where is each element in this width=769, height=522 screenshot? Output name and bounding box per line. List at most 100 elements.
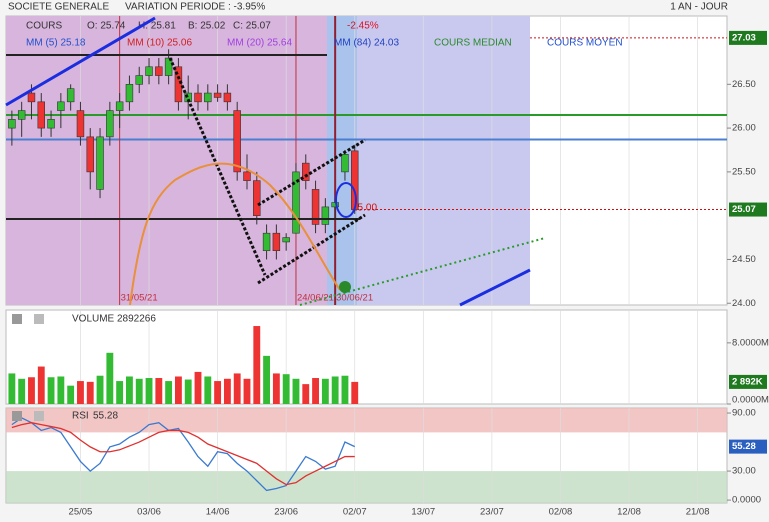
y-tick-label: 26.00	[732, 123, 756, 134]
volume-bar	[214, 381, 222, 404]
legend-item: B: 25.02	[188, 21, 226, 32]
panel-title: VOLUME	[72, 314, 115, 325]
candle-body	[125, 84, 134, 103]
trend-line	[168, 57, 267, 276]
candle-body	[145, 66, 153, 76]
rsi-band	[6, 471, 727, 503]
candle-body	[8, 119, 16, 129]
legend-item: COURS MOYEN	[547, 38, 623, 49]
volume-bar	[28, 377, 35, 404]
candle-body	[96, 136, 104, 190]
x-tick-label: 02/07	[343, 507, 367, 518]
legend-item: H: 25.81	[138, 21, 176, 32]
x-tick-label: 13/07	[411, 507, 435, 518]
candle-body	[262, 232, 271, 252]
volume-bar	[8, 373, 16, 404]
x-tick-label: 02/08	[549, 507, 573, 518]
panel-icon[interactable]	[12, 314, 22, 324]
panel-icon[interactable]	[12, 411, 22, 421]
volume-bar	[233, 373, 241, 404]
legend-item: COURS MEDIAN	[434, 38, 512, 49]
legend-item: -2.45%	[347, 21, 379, 32]
date-label: 30/06/21	[336, 293, 373, 304]
legend-item: MM (5) 25.18	[26, 38, 86, 49]
volume-bar	[223, 378, 231, 404]
y-tick-label: 24.00	[732, 298, 756, 309]
candle-body	[17, 110, 26, 120]
candle-body	[204, 92, 212, 103]
volume-bar	[96, 375, 104, 404]
price-marker-box	[729, 30, 767, 45]
y-tick-label: 8.0000M	[732, 337, 769, 348]
candle-body	[243, 171, 251, 181]
volume-bar	[194, 371, 202, 404]
y-tick-label: 25.50	[732, 166, 756, 177]
candle-body	[253, 180, 261, 216]
candle-body	[351, 150, 359, 210]
rsi-marker-box	[729, 439, 767, 454]
candle-body	[302, 162, 310, 181]
panel-icon[interactable]	[34, 411, 44, 421]
legend-item: COURS	[26, 21, 62, 32]
volume-bar	[321, 378, 329, 404]
candle-body	[321, 206, 330, 225]
volume-bar	[253, 326, 261, 404]
price-marker-box	[729, 202, 767, 217]
candle-body	[292, 171, 300, 234]
panel-icon[interactable]	[34, 314, 44, 324]
trend-line	[299, 237, 546, 306]
y-tick-label: 0.0000	[732, 495, 761, 506]
volume-marker-box	[729, 374, 767, 389]
volume-bar	[204, 376, 212, 404]
volume-bar	[86, 381, 94, 404]
period[interactable]: 1 AN - JOUR	[670, 2, 728, 13]
volume-bar	[57, 376, 65, 404]
candle-body	[115, 101, 124, 111]
volume-bar	[351, 381, 359, 404]
volume-bar	[126, 376, 133, 404]
volume-bar	[272, 373, 280, 404]
x-tick-label: 23/07	[480, 507, 504, 518]
drawings	[5, 16, 546, 421]
volume-bar	[155, 378, 163, 404]
x-tick-label: 03/06	[137, 507, 161, 518]
legend-item: MM (10) 25.06	[127, 38, 192, 49]
volume-bar	[18, 378, 26, 404]
candle-body	[174, 66, 183, 103]
volume-bar	[263, 355, 271, 404]
x-tick-label: 21/08	[686, 507, 710, 518]
stock-name: SOCIETE GENERALE	[8, 2, 109, 13]
candle-body	[311, 189, 320, 225]
candle-body	[213, 92, 222, 98]
candle-body	[27, 92, 36, 103]
candle-body	[223, 92, 232, 103]
volume-bar	[331, 376, 339, 404]
x-tick-label: 14/06	[206, 507, 230, 518]
volume-bar	[37, 366, 45, 404]
panel-value: 55.28	[93, 411, 118, 422]
channel-line	[257, 213, 366, 285]
legend-item: MM (20) 25.64	[227, 38, 292, 49]
volume-bar	[47, 377, 55, 404]
volume-bar	[174, 376, 182, 404]
y-tick-label: 90.00	[732, 408, 756, 419]
candle-body	[135, 75, 143, 85]
volume-bar	[282, 374, 290, 404]
candle-body	[57, 101, 65, 111]
volume-bar	[184, 379, 192, 404]
y-tick-label: 0.0000M	[732, 395, 769, 406]
candle-body	[164, 57, 173, 76]
date-label: 31/05/21	[121, 293, 158, 304]
panel-title: RSI	[72, 411, 89, 422]
candle-body	[66, 88, 75, 103]
volume-bar	[77, 381, 84, 404]
rsi-line	[11, 422, 355, 486]
rsi-line	[11, 417, 356, 492]
signal-icon[interactable]	[339, 281, 351, 293]
volume-bar	[145, 378, 153, 404]
candle-body	[37, 101, 45, 129]
trend-line	[5, 16, 156, 107]
volume-bar	[312, 378, 319, 404]
rsi-band	[6, 408, 727, 433]
